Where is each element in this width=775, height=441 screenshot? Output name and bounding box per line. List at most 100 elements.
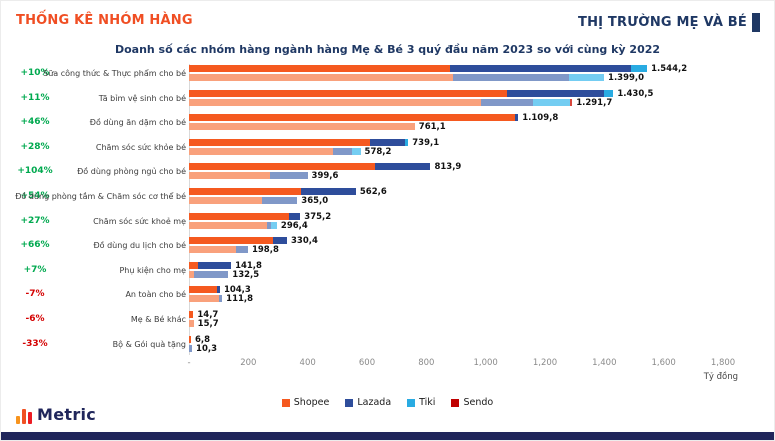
value-label: 141,8 bbox=[235, 260, 262, 271]
value-label: 739,1 bbox=[412, 137, 440, 148]
segment-lazada bbox=[300, 188, 356, 195]
change-badge: +10% bbox=[20, 68, 50, 78]
segment-tiki bbox=[404, 138, 409, 146]
segment-shopee bbox=[189, 172, 270, 180]
segment-shopee bbox=[189, 197, 262, 204]
category-label: Đồ dùng phòng tắm & Chăm sóc cơ thể bé bbox=[15, 192, 186, 201]
segment-shopee bbox=[189, 335, 192, 343]
value-label: 14,7 bbox=[197, 310, 219, 320]
segment-lazada bbox=[218, 295, 223, 303]
x-tick-label: 200 bbox=[240, 358, 257, 368]
category-row: +104% Đồ dùng phòng ngủ cho bé 813,9 399,6 bbox=[1, 162, 774, 182]
value-label: 132,5 bbox=[232, 269, 260, 280]
value-label: 10,3 bbox=[196, 343, 218, 354]
segment-lazada bbox=[514, 114, 519, 122]
x-tick-label: - bbox=[187, 358, 191, 368]
segment-tiki bbox=[533, 98, 570, 106]
segment-lazada bbox=[198, 261, 232, 269]
value-label: 1.430,5 bbox=[617, 88, 654, 99]
category-label: Chăm sóc sức khỏe bé bbox=[95, 142, 186, 152]
bar-2022 bbox=[189, 270, 229, 278]
market-title-group: THỊ TRƯỜNG MẸ VÀ BÉ bbox=[578, 13, 760, 32]
category-label: Bộ & Gói quà tặng bbox=[112, 339, 186, 349]
bar-2023 bbox=[189, 237, 287, 245]
category-label: Sữa công thức & Thực phẩm cho bé bbox=[43, 69, 186, 78]
category-label: Tã bỉm vệ sinh cho bé bbox=[98, 93, 186, 103]
segment-shopee bbox=[189, 311, 194, 318]
segment-lazada bbox=[333, 147, 352, 155]
market-title: THỊ TRƯỜNG MẸ VÀ BÉ bbox=[578, 15, 747, 30]
value-label: 399,6 bbox=[311, 171, 339, 182]
segment-shopee bbox=[189, 261, 199, 269]
x-tick-label: 1,400 bbox=[592, 358, 617, 368]
metric-logo: Metric bbox=[16, 405, 96, 424]
segment-shopee bbox=[189, 270, 194, 278]
bar-2022 bbox=[189, 98, 573, 106]
change-badge: +28% bbox=[20, 141, 50, 152]
category-row: +54% Đồ dùng phòng tắm & Chăm sóc cơ thể … bbox=[1, 187, 774, 206]
category-row: +10% Sữa công thức & Thực phẩm cho bé 1.54… bbox=[1, 64, 774, 83]
segment-lazada bbox=[481, 98, 534, 106]
bottom-accent-strip bbox=[1, 432, 774, 440]
category-row: +28% Chăm sóc sức khỏe bé 739,1 578,2 bbox=[1, 137, 774, 157]
bar-chart-icon bbox=[16, 407, 32, 424]
segment-lazada bbox=[369, 138, 405, 146]
category-label: Đồ dùng phòng ngủ cho bé bbox=[77, 167, 186, 177]
value-label: 198,8 bbox=[251, 245, 279, 256]
value-label: 813,9 bbox=[434, 162, 462, 173]
segment-shopee bbox=[189, 320, 194, 327]
bar-2023 bbox=[189, 138, 409, 146]
segment-sendo bbox=[569, 98, 573, 106]
segment-tiki bbox=[568, 74, 604, 81]
category-label: Mẹ & Bé khác bbox=[130, 315, 186, 324]
segment-shopee bbox=[189, 246, 236, 254]
x-tick-label: 1,000 bbox=[473, 358, 498, 368]
change-badge: +54% bbox=[20, 191, 50, 201]
segment-lazada bbox=[273, 237, 287, 245]
category-row: -6% Mẹ & Bé khác 14,7 15,7 bbox=[1, 310, 774, 329]
bar-2023 bbox=[189, 286, 220, 294]
category-label: Đồ dùng ăn dặm cho bé bbox=[89, 118, 186, 128]
value-label: 1.544,2 bbox=[651, 64, 688, 74]
value-label: 578,2 bbox=[364, 146, 392, 157]
legend-label: Lazada bbox=[357, 397, 392, 408]
bar-2023 bbox=[189, 89, 614, 97]
value-label: 1.291,7 bbox=[576, 97, 613, 108]
segment-shopee bbox=[189, 163, 375, 171]
bar-2023 bbox=[189, 65, 648, 72]
value-label: 761,1 bbox=[418, 122, 446, 133]
legend: Shopee Lazada Tiki Sendo bbox=[1, 397, 774, 408]
segment-lazada bbox=[193, 270, 229, 278]
legend-item-sendo: Sendo bbox=[451, 397, 493, 408]
value-label: 296,4 bbox=[280, 220, 308, 231]
category-label: Phụ kiện cho mẹ bbox=[119, 265, 186, 275]
change-badge: +27% bbox=[20, 215, 50, 226]
segment-shopee bbox=[189, 237, 274, 245]
bar-2023 bbox=[189, 261, 232, 269]
bar-2023 bbox=[189, 163, 431, 171]
segment-shopee bbox=[189, 123, 415, 131]
category-row: +46% Đồ dùng ăn dặm cho bé 1.109,8 761,1 bbox=[1, 113, 774, 133]
segment-lazada bbox=[261, 197, 298, 204]
bar-2022 bbox=[189, 172, 308, 180]
legend-label: Sendo bbox=[463, 397, 494, 408]
bar-2022 bbox=[189, 74, 604, 81]
legend-swatch bbox=[345, 398, 354, 407]
x-tick-label: 1,600 bbox=[651, 358, 676, 368]
change-badge: -7% bbox=[25, 289, 45, 300]
legend-label: Tiki bbox=[419, 397, 436, 408]
category-label: Đồ dùng du lịch cho bé bbox=[93, 241, 186, 251]
segment-shopee bbox=[189, 74, 453, 81]
legend-swatch bbox=[281, 398, 290, 407]
bar-2023 bbox=[189, 335, 192, 343]
bar-2023 bbox=[189, 188, 356, 195]
change-badge: +46% bbox=[20, 117, 50, 128]
page-title: THỐNG KÊ NHÓM HÀNG bbox=[16, 13, 193, 28]
bar-2022 bbox=[189, 344, 193, 352]
segment-shopee bbox=[189, 89, 508, 97]
x-tick-label: 1,800 bbox=[710, 358, 736, 368]
segment-lazada bbox=[235, 246, 248, 254]
value-label: 1.109,8 bbox=[522, 113, 559, 124]
value-label: 365,0 bbox=[301, 196, 329, 206]
